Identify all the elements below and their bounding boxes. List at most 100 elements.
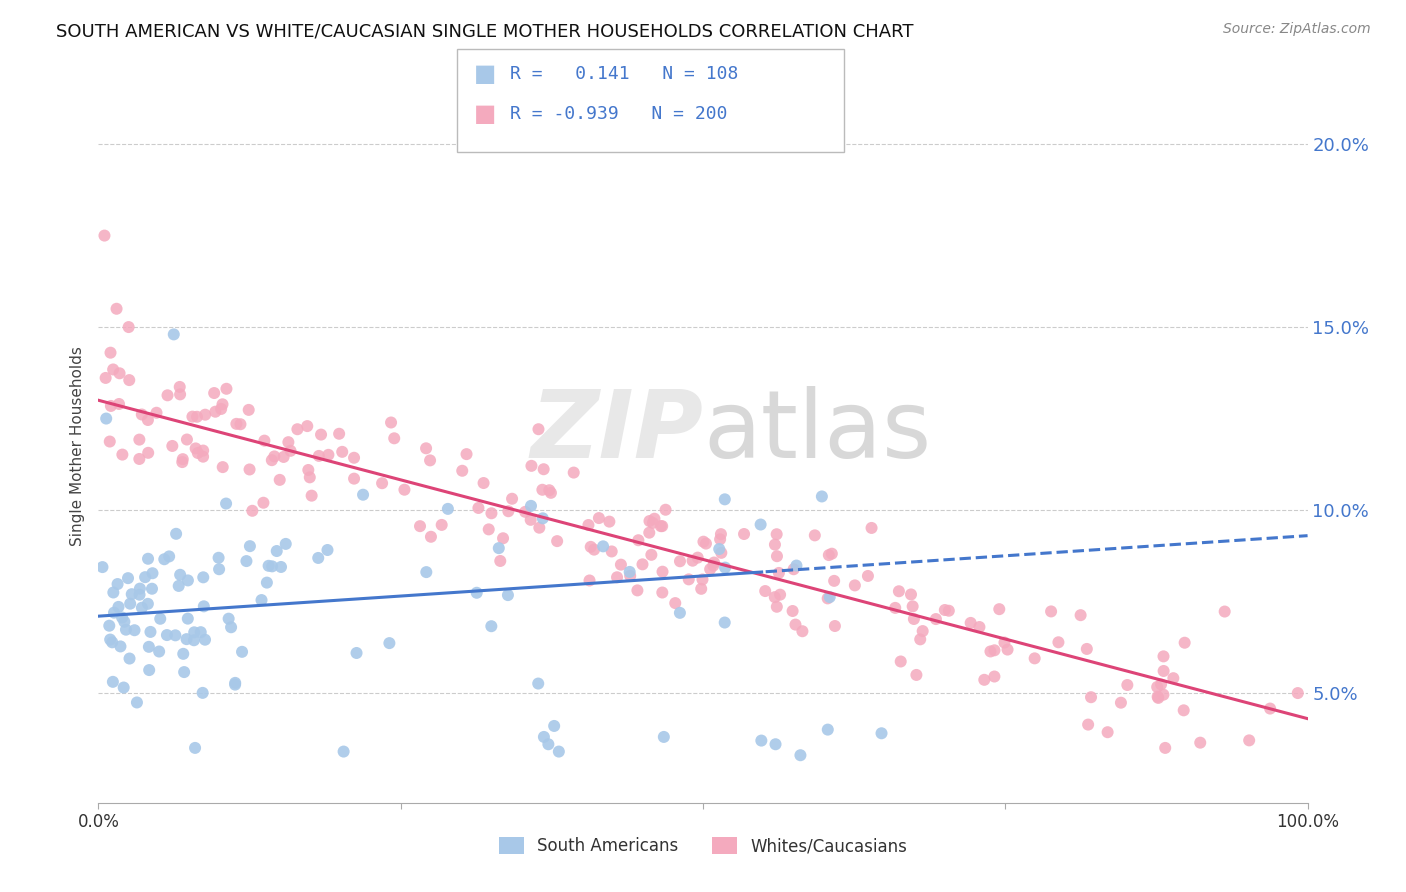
Point xyxy=(157,549,180,564)
Point xyxy=(546,534,568,549)
Point xyxy=(811,490,834,504)
Point xyxy=(167,579,190,593)
Point xyxy=(1237,733,1260,747)
Point xyxy=(187,446,209,460)
Point xyxy=(709,542,731,557)
Point xyxy=(643,512,665,526)
Point xyxy=(467,500,489,515)
Point xyxy=(270,560,292,574)
Point xyxy=(1147,690,1170,705)
Point xyxy=(692,534,714,549)
Point xyxy=(256,575,278,590)
Point xyxy=(562,466,585,480)
Point xyxy=(176,632,198,647)
Legend: South Americans, Whites/Caucasians: South Americans, Whites/Caucasians xyxy=(499,837,907,855)
Point xyxy=(235,554,257,568)
Point xyxy=(1080,690,1102,705)
Point xyxy=(156,628,179,642)
Point xyxy=(253,434,276,448)
Point xyxy=(1189,736,1212,750)
Point xyxy=(94,371,117,385)
Point xyxy=(169,380,191,394)
Point xyxy=(451,464,474,478)
Point xyxy=(823,574,845,588)
Point xyxy=(792,624,814,639)
Point xyxy=(229,417,252,432)
Point xyxy=(588,511,610,525)
Point xyxy=(125,696,148,710)
Point xyxy=(98,434,121,449)
Point xyxy=(669,554,692,568)
Point xyxy=(651,585,673,599)
Point xyxy=(277,435,299,450)
Point xyxy=(118,373,141,387)
Point xyxy=(583,542,606,557)
Point xyxy=(193,599,215,614)
Point xyxy=(128,588,150,602)
Point xyxy=(540,486,562,500)
Point xyxy=(98,618,121,632)
Point xyxy=(352,488,374,502)
Point xyxy=(112,615,135,629)
Point xyxy=(117,571,139,585)
Point xyxy=(533,462,555,476)
Point xyxy=(108,366,131,380)
Point xyxy=(501,491,523,506)
Point xyxy=(651,519,673,533)
Point xyxy=(626,583,648,598)
Point xyxy=(176,433,198,447)
Point xyxy=(184,740,207,755)
Point xyxy=(543,719,565,733)
Point xyxy=(108,397,131,411)
Point xyxy=(465,586,488,600)
Point xyxy=(193,570,215,584)
Point xyxy=(610,558,633,572)
Point xyxy=(301,489,323,503)
Point xyxy=(592,539,614,553)
Point xyxy=(481,506,503,520)
Point xyxy=(695,536,717,550)
Point xyxy=(1150,677,1173,691)
Point xyxy=(860,521,883,535)
Point xyxy=(437,501,460,516)
Point xyxy=(194,408,217,422)
Point xyxy=(409,519,432,533)
Point xyxy=(156,388,179,402)
Point xyxy=(749,517,772,532)
Point xyxy=(93,228,115,243)
Point xyxy=(1040,604,1063,618)
Point xyxy=(121,587,143,601)
Point xyxy=(766,549,789,564)
Point xyxy=(183,625,205,640)
Point xyxy=(527,676,550,690)
Point xyxy=(900,587,922,601)
Point xyxy=(478,522,501,536)
Point xyxy=(890,655,912,669)
Point xyxy=(211,397,233,411)
Point xyxy=(266,544,288,558)
Point xyxy=(901,599,924,614)
Point xyxy=(136,551,159,566)
Point xyxy=(714,492,737,507)
Point xyxy=(181,409,204,424)
Point xyxy=(538,483,561,498)
Point xyxy=(415,442,437,456)
Point xyxy=(579,540,602,554)
Point xyxy=(710,546,733,560)
Point xyxy=(211,460,233,475)
Point xyxy=(619,565,641,579)
Point xyxy=(870,726,893,740)
Point xyxy=(103,606,125,620)
Point xyxy=(419,453,441,467)
Point xyxy=(844,578,866,592)
Point xyxy=(1153,664,1175,678)
Point xyxy=(1152,688,1174,702)
Point xyxy=(710,527,733,541)
Point xyxy=(280,443,302,458)
Point xyxy=(173,665,195,679)
Point xyxy=(307,551,329,566)
Point xyxy=(371,476,394,491)
Text: R =   0.141   N = 108: R = 0.141 N = 108 xyxy=(510,65,738,83)
Text: ■: ■ xyxy=(474,103,496,126)
Point xyxy=(818,590,841,604)
